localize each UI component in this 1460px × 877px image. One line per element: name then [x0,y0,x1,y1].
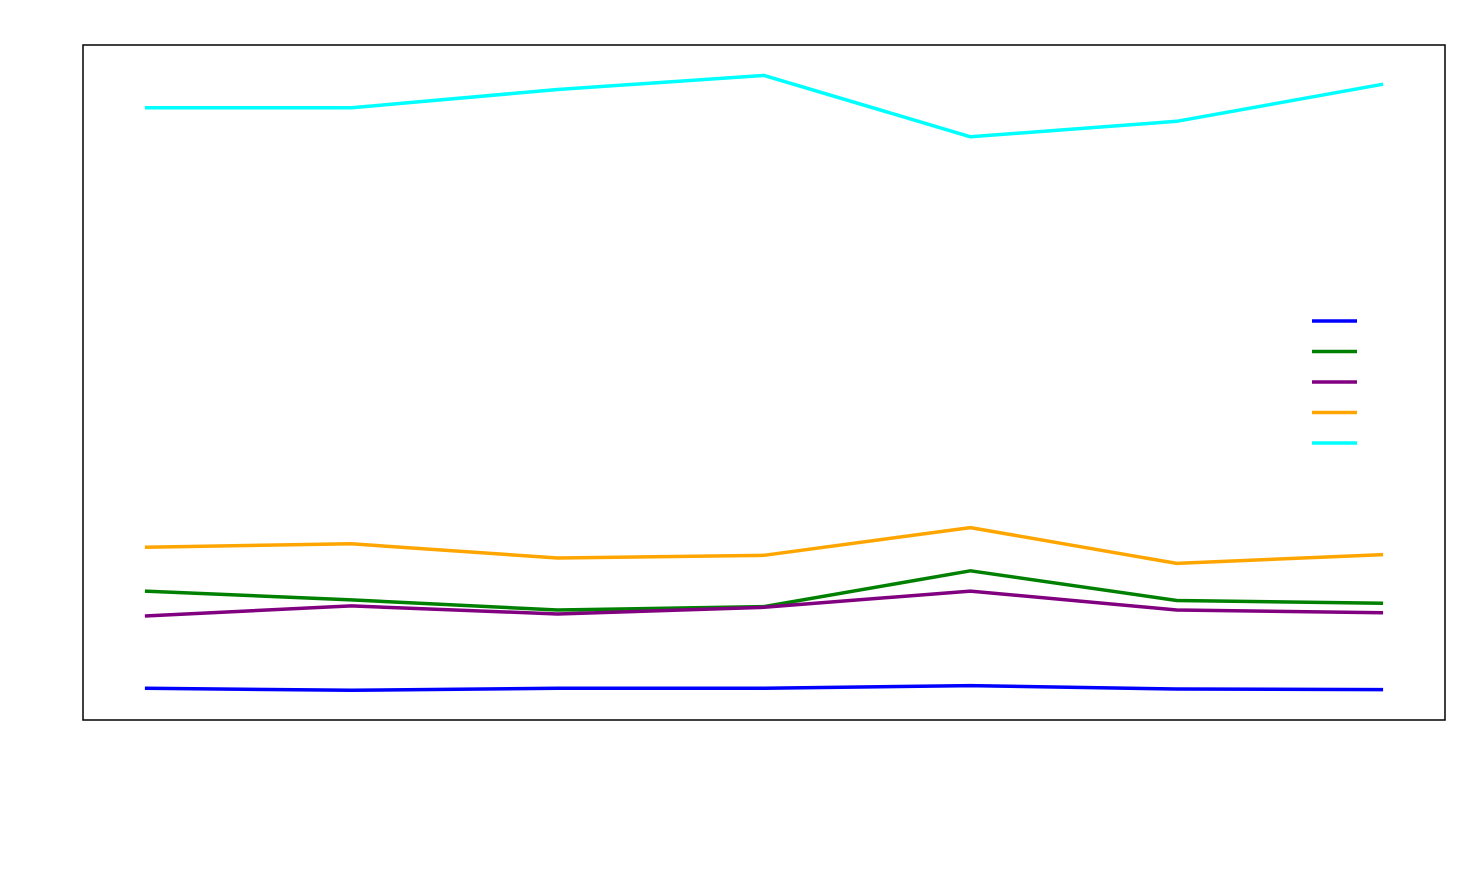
series-line-orange [144,525,1384,566]
plot-area-frame [82,44,1446,721]
legend [1312,319,1357,445]
series-line-cyan [144,73,1384,139]
series-layer [144,73,1384,693]
series-line-purple [144,589,1384,618]
series-line-green [144,569,1384,612]
series-line-blue [144,683,1384,693]
